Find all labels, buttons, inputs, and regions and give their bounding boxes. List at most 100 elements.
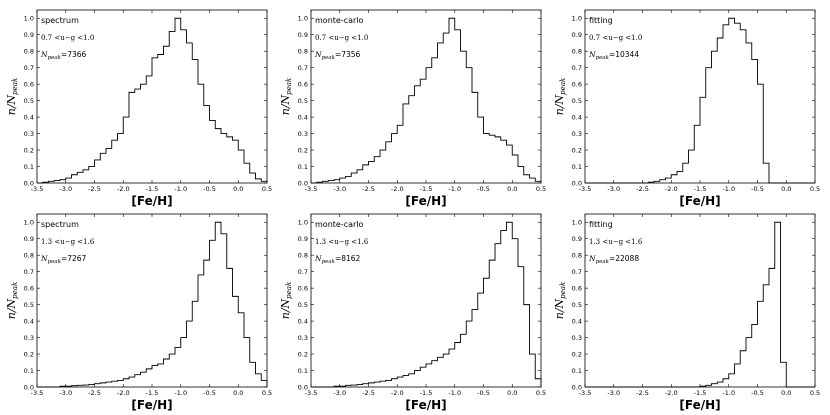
panel-1: -3.5 -3.0 -2.5 -2.0 -1.5 -1.0 -0.5 0.0 0.5 0.0 0.1…: [5, 9, 272, 208]
y-tick-label: 0.4: [24, 317, 34, 325]
y-tick-label: 0.4: [298, 317, 308, 325]
y-tick-label: 0.0: [572, 179, 582, 187]
y-tick-label: 0.2: [572, 146, 582, 154]
y-tick-label: 0.3: [298, 130, 308, 138]
histogram-series: [585, 221, 815, 388]
peak-count-label: Npeak=8162: [314, 254, 361, 265]
x-tick-label: -3.0: [607, 185, 620, 193]
y-tick-label: 0.2: [572, 350, 582, 358]
x-tick-label: -1.0: [722, 389, 735, 397]
x-tick-label: -0.5: [751, 185, 764, 193]
y-tick-label: 1.0: [298, 219, 308, 227]
x-tick-label: -3.5: [31, 185, 44, 193]
panel-6: -3.5 -3.0 -2.5 -2.0 -1.5 -1.0 -0.5 0.0 0.5 0.0 0.1…: [553, 213, 820, 412]
panel-4: -3.5 -3.0 -2.5 -2.0 -1.5 -1.0 -0.5 0.0 0.5 0.0 0.1…: [5, 213, 272, 412]
x-tick-label: -2.5: [362, 185, 375, 193]
x-tick-label: -1.5: [146, 185, 159, 193]
x-axis-label: [Fe/H]: [405, 398, 446, 412]
y-tick-label: 0.1: [298, 367, 308, 375]
x-axis-label: [Fe/H]: [405, 194, 446, 208]
y-tick-label: 0.6: [298, 80, 308, 88]
x-tick-label: -1.0: [448, 185, 461, 193]
x-tick-label: -1.0: [174, 389, 187, 397]
x-axis-label: [Fe/H]: [131, 398, 172, 412]
y-tick-label: 0.3: [572, 334, 582, 342]
y-tick-label: 0.1: [572, 163, 582, 171]
y-tick-label: 0.3: [572, 130, 582, 138]
x-tick-label: -2.0: [391, 185, 404, 193]
x-tick-label: -3.5: [579, 185, 592, 193]
y-tick-label: 0.6: [298, 284, 308, 292]
y-tick-label: 0.6: [24, 284, 34, 292]
x-tick-label: -3.5: [305, 389, 318, 397]
x-tick-label: 0.5: [262, 185, 272, 193]
y-tick-label: 0.1: [24, 367, 34, 375]
peak-count-label: Npeak=7356: [314, 50, 361, 61]
y-axis-label: n/Npeak: [279, 282, 293, 319]
y-tick-label: 0.7: [298, 268, 308, 276]
panel-title: monte-carlo: [315, 16, 364, 25]
y-tick-label: 0.8: [24, 47, 34, 55]
x-tick-label: 0.0: [781, 185, 791, 193]
y-tick-label: 0.1: [572, 367, 582, 375]
panel-3: -3.5 -3.0 -2.5 -2.0 -1.5 -1.0 -0.5 0.0 0.5 0.0 0.1…: [553, 9, 820, 208]
y-tick-label: 0.5: [298, 301, 308, 309]
x-tick-label: 0.0: [507, 389, 517, 397]
y-tick-label: 0.2: [298, 146, 308, 154]
y-tick-label: 0.5: [572, 97, 582, 105]
x-tick-label: -1.0: [722, 185, 735, 193]
x-tick-label: -2.5: [636, 389, 649, 397]
y-tick-label: 1.0: [298, 15, 308, 23]
y-tick-label: 0.0: [572, 383, 582, 391]
x-tick-label: 0.5: [536, 389, 546, 397]
y-tick-label: 0.0: [24, 179, 34, 187]
x-axis-label: [Fe/H]: [679, 398, 720, 412]
x-axis-label: [Fe/H]: [131, 194, 172, 208]
y-tick-label: 0.2: [298, 350, 308, 358]
x-tick-label: -0.5: [751, 389, 764, 397]
x-tick-label: -2.5: [88, 389, 101, 397]
color-range-label: 1.3 <u−g <1.6: [589, 238, 643, 246]
x-tick-label: -2.5: [362, 389, 375, 397]
y-tick-label: 0.2: [24, 146, 34, 154]
peak-count-label: Npeak=10344: [588, 50, 639, 61]
x-tick-label: -2.5: [88, 185, 101, 193]
x-tick-label: -0.5: [477, 185, 490, 193]
y-tick-label: 0.8: [572, 47, 582, 55]
x-tick-label: 0.0: [507, 185, 517, 193]
color-range-label: 1.3 <u−g <1.6: [41, 238, 95, 246]
x-tick-label: -3.5: [579, 389, 592, 397]
x-tick-label: -3.5: [305, 185, 318, 193]
y-tick-label: 0.4: [24, 113, 34, 121]
peak-count-label: Npeak=7366: [40, 50, 87, 61]
y-tick-label: 0.6: [24, 80, 34, 88]
x-tick-label: -0.5: [203, 389, 216, 397]
y-tick-label: 0.0: [298, 179, 308, 187]
color-range-label: 0.7 <u−g <1.0: [41, 34, 94, 42]
color-range-label: 0.7 <u−g <1.0: [589, 34, 642, 42]
panel-title: fitting: [589, 16, 613, 25]
panel-5: -3.5 -3.0 -2.5 -2.0 -1.5 -1.0 -0.5 0.0 0.5 0.0 0.1…: [279, 213, 546, 412]
histogram-series: [585, 17, 815, 184]
y-axis-label: n/Npeak: [279, 78, 293, 115]
y-tick-label: 0.1: [24, 163, 34, 171]
y-tick-label: 0.7: [24, 64, 34, 72]
x-tick-label: 0.5: [810, 185, 820, 193]
y-tick-label: 0.6: [572, 80, 582, 88]
x-tick-label: -0.5: [477, 389, 490, 397]
x-tick-label: 0.0: [233, 389, 243, 397]
x-tick-label: -1.5: [420, 185, 433, 193]
x-tick-label: -1.0: [448, 389, 461, 397]
x-tick-label: -2.0: [117, 389, 130, 397]
x-tick-label: -1.0: [174, 185, 187, 193]
y-tick-label: 0.7: [24, 268, 34, 276]
x-tick-label: -0.5: [203, 185, 216, 193]
x-tick-label: -3.0: [59, 389, 72, 397]
y-tick-label: 0.4: [298, 113, 308, 121]
y-tick-label: 1.0: [24, 15, 34, 23]
x-tick-label: 0.5: [262, 389, 272, 397]
y-tick-label: 0.1: [298, 163, 308, 171]
y-tick-label: 0.9: [24, 235, 34, 243]
y-axis-label: n/Npeak: [5, 282, 19, 319]
y-tick-label: 1.0: [572, 219, 582, 227]
